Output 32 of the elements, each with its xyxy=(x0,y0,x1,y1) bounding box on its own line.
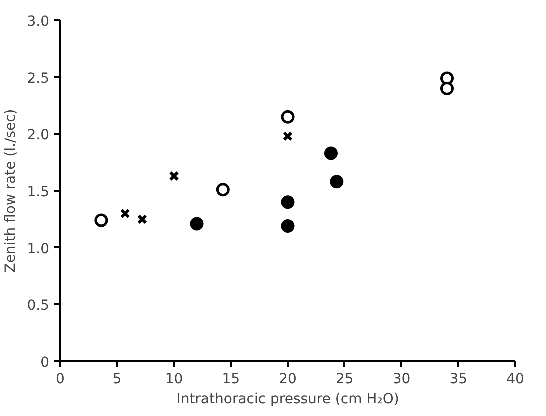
y-tick-label: 2.0 xyxy=(27,128,50,144)
y-tick-label: 0.5 xyxy=(27,298,50,314)
x-tick-label: 5 xyxy=(112,372,122,388)
x-tick-label: 40 xyxy=(506,372,524,388)
x-tick-label: 25 xyxy=(336,372,354,388)
x-axis-title: Intrathoracic pressure (cm H₂O) xyxy=(176,392,400,408)
point xyxy=(440,72,454,86)
point xyxy=(169,171,180,182)
point xyxy=(281,220,295,233)
point xyxy=(440,82,454,96)
x-tick-label: 30 xyxy=(392,372,411,388)
point xyxy=(281,110,295,124)
point xyxy=(216,183,230,197)
y-tick-label: 1.5 xyxy=(27,184,50,200)
point xyxy=(137,214,148,224)
point xyxy=(281,196,295,210)
point xyxy=(324,146,338,160)
point xyxy=(120,208,130,219)
x-tick-label: 35 xyxy=(450,372,468,388)
x-tick-label: 20 xyxy=(279,372,297,388)
x-tick-label: 15 xyxy=(222,372,240,388)
x-tick-label: 10 xyxy=(165,372,184,388)
y-tick-label: 0 xyxy=(40,355,50,371)
y-tick-label: 3.0 xyxy=(27,14,50,30)
point xyxy=(282,131,294,142)
point xyxy=(94,214,108,228)
y-tick-label: 2.5 xyxy=(27,70,50,87)
y-axis-title: Zenith flow rate (l./sec) xyxy=(3,109,20,273)
point xyxy=(330,175,344,189)
x-tick-label: 0 xyxy=(56,372,65,388)
y-tick-label: 1.0 xyxy=(27,241,50,258)
point xyxy=(190,217,204,231)
